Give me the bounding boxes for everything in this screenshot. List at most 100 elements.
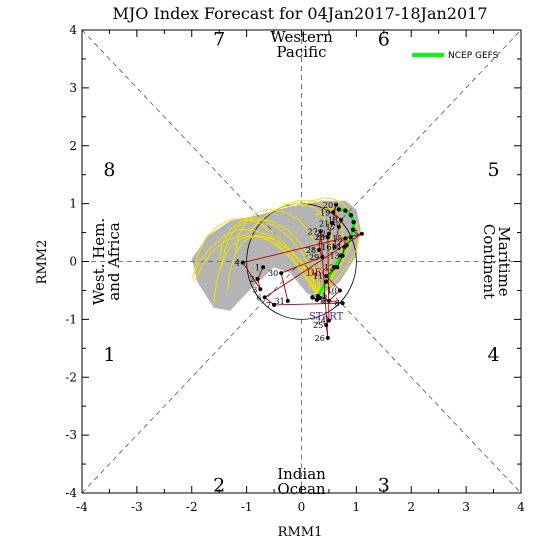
region-label-line: Continent (480, 224, 498, 299)
observed-dec-point-label: 26 (315, 334, 325, 343)
ensemble-mean-point (336, 207, 342, 212)
observed-dec-point-label: 24 (316, 317, 326, 326)
observed-dec-point-label: 22 (316, 230, 326, 239)
y-tick-label: 4 (69, 23, 77, 37)
x-tick-label: 3 (462, 500, 470, 514)
x-tick-label: -1 (241, 500, 253, 514)
phase-number: 8 (103, 159, 115, 181)
observed-dec-point (359, 231, 364, 236)
observed-dec-point-label: 19 (320, 208, 330, 217)
observed-dec-point-label: 23 (315, 233, 325, 242)
observed-dec-point-label: 3 (252, 285, 257, 294)
observed-dec-point-label: 6 (257, 293, 262, 302)
region-label-line: West. Hem. (90, 218, 108, 305)
x-axis-label: RMM1 (278, 525, 323, 540)
region-label-line: Pacific (277, 43, 327, 61)
plot-area: 1234567891011121314151617181920212223242… (65, 23, 525, 514)
observed-dec-point-label: 9 (321, 297, 326, 306)
observed-dec-point-label: 5 (354, 230, 359, 239)
ensemble-mean-point (348, 213, 354, 218)
observed-dec-point (330, 221, 335, 226)
observed-dec-point (272, 302, 277, 307)
forecast-member-line (235, 208, 322, 297)
observed-dec-point (332, 245, 337, 250)
observed-dec-point (317, 247, 322, 252)
observed-dec-point (340, 301, 345, 306)
observed-jan-point-label: 4 (321, 292, 326, 301)
observed-dec-point-label: 4 (235, 259, 240, 268)
observed-dec-point (324, 273, 329, 278)
observed-dec-point-label: 18 (328, 216, 338, 225)
phase-number: 3 (378, 474, 390, 496)
ensemble-mean-point (350, 227, 356, 232)
phase-number: 2 (213, 474, 225, 496)
observed-dec-point (279, 271, 284, 276)
y-axis-label: RMM2 (35, 240, 50, 285)
track-annotation: DEC (306, 268, 329, 279)
observed-dec-point-label: 25 (313, 321, 323, 330)
observed-dec-point-label: 7 (266, 301, 271, 310)
phase-number: 1 (103, 344, 115, 366)
observed-dec-point-label: 15 (332, 234, 342, 243)
legend-label: NCEP GEFS (448, 51, 499, 61)
observed-dec-point-label: 16 (321, 243, 331, 252)
x-tick-label: 2 (407, 500, 415, 514)
observed-jan-point-label: 3 (323, 294, 328, 303)
observed-dec-point-label: 13 (329, 252, 339, 261)
forecast-member-line (314, 207, 360, 297)
observed-dec-point (340, 253, 345, 258)
observed-dec-point (337, 288, 342, 293)
observed-dec-point (318, 229, 323, 234)
observed-dec-point (336, 224, 341, 229)
observed-dec-point (326, 298, 331, 303)
observed-dec-point (339, 217, 344, 222)
track-annotation: START (309, 311, 344, 322)
observed-dec-point-label: 29 (309, 253, 319, 262)
forecast-member-line (194, 234, 319, 297)
observed-dec-point (331, 210, 336, 215)
observed-dec-point (343, 236, 348, 241)
observed-dec-point-label: 12 (324, 263, 334, 272)
phase-number: 7 (213, 29, 225, 51)
observed-dec-point-label: 31 (275, 297, 285, 306)
ensemble-mean-point (343, 208, 348, 213)
observed-dec-point-label: 10 (327, 286, 337, 295)
observed-dec-point-label: 8 (335, 299, 340, 308)
y-tick-label: 2 (69, 139, 77, 153)
y-tick-label: -4 (65, 486, 77, 500)
y-tick-label: 1 (69, 197, 77, 211)
y-tick-label: -2 (65, 370, 77, 384)
observed-dec-point (335, 265, 340, 270)
observed-dec-point-label: 20 (323, 201, 333, 210)
observed-dec-point-label: 11 (313, 272, 323, 281)
observed-dec-point (325, 335, 330, 340)
observed-dec-point (262, 295, 267, 300)
y-tick-label: 0 (69, 255, 77, 269)
observed-dec-point-label: 1 (255, 263, 260, 272)
forecast-member-line (226, 234, 319, 297)
forecast-member-line (248, 203, 333, 297)
observed-dec-point (324, 323, 329, 328)
y-tick-label: 3 (69, 81, 77, 95)
observed-jan-point-label: 2 (320, 296, 325, 305)
observed-jan-point (315, 294, 321, 299)
y-tick-label: -3 (65, 428, 77, 442)
observed-dec-point-label: 17 (326, 223, 336, 232)
region-label: Indian Ocean (277, 465, 326, 498)
observed-dec-point (334, 202, 339, 207)
region-label: MaritimeContinent (480, 224, 513, 299)
observed-dec-point (285, 298, 290, 303)
forecast-member-line (218, 217, 319, 297)
ensemble-spread-shading (191, 200, 361, 311)
x-tick-label: -3 (131, 500, 143, 514)
chart-title: MJO Index Forecast for 04Jan2017-18Jan20… (112, 4, 487, 23)
observed-dec-point (320, 254, 325, 259)
observed-dec-point-label: 27 (308, 227, 318, 236)
x-tick-label: 1 (353, 500, 361, 514)
observed-dec-point-label: 2 (250, 275, 255, 284)
observed-dec-point-label: 21 (319, 219, 329, 228)
x-tick-label: -4 (76, 500, 88, 514)
forecast-member-line (193, 217, 319, 297)
ensemble-mean-point (323, 279, 329, 284)
